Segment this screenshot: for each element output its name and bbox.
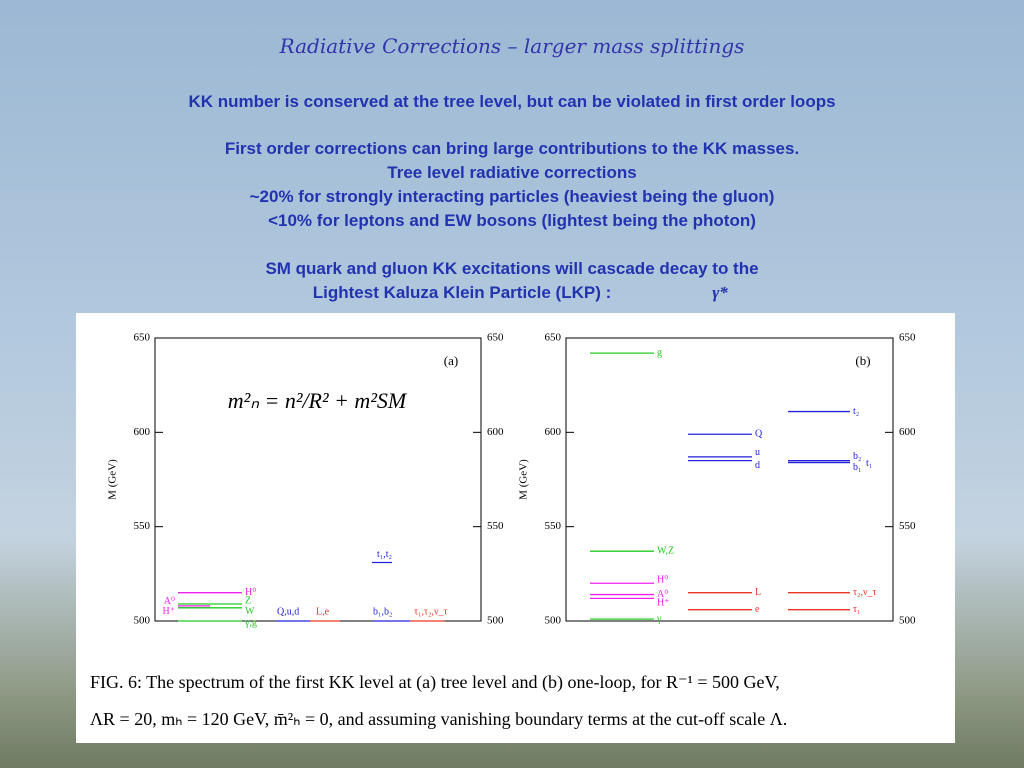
- y-tick-label: 650: [545, 332, 562, 344]
- level-label: b₂: [853, 451, 862, 462]
- level-label: e: [755, 604, 760, 615]
- figure-panel: [76, 313, 955, 743]
- level-label: Q: [755, 429, 763, 440]
- level-label: d: [755, 460, 760, 471]
- level-label: W,Z: [657, 545, 674, 556]
- text-line: ~20% for strongly interacting particles …: [249, 187, 775, 206]
- caption-line: FIG. 6: The spectrum of the first KK lev…: [90, 672, 780, 693]
- y-tick-label: 600: [899, 426, 916, 438]
- level-label: γ,g: [244, 617, 257, 628]
- level-label: b₁: [853, 462, 862, 473]
- caption-line: ΛR = 20, mₕ = 120 GeV, m̄²ₕ = 0, and ass…: [90, 709, 787, 729]
- text-line: Tree level radiative corrections: [387, 163, 637, 182]
- y-tick-label: 550: [545, 520, 562, 532]
- y-tick-label: 500: [545, 615, 562, 627]
- level-label: τ₂,ν_τ: [853, 587, 877, 598]
- level-label: H⁰: [245, 587, 256, 598]
- level-label: t₁: [866, 458, 872, 469]
- level-label: t₁,t₂: [377, 549, 392, 560]
- level-label: t₂: [853, 406, 859, 417]
- level-label: Z: [245, 595, 251, 606]
- formula: m²ₙ = n²/R² + m²SM: [228, 388, 408, 413]
- text-line: First order corrections can bring large …: [224, 139, 800, 158]
- level-label: b₁,b₂: [373, 606, 392, 617]
- level-label: Q,u,d: [277, 606, 299, 617]
- level-label: τ₁: [853, 604, 861, 615]
- y-tick-label: 500: [487, 615, 504, 627]
- text-line: <10% for leptons and EW bosons (lightest…: [268, 211, 756, 230]
- level-label: L,e: [316, 606, 330, 617]
- plot-frame: [565, 337, 894, 622]
- y-tick-label: 550: [899, 520, 916, 532]
- y-tick-label: 550: [134, 520, 151, 532]
- y-tick-label: 650: [487, 332, 504, 344]
- text-line: KK number is conserved at the tree level…: [188, 92, 836, 111]
- level-label: g: [657, 347, 662, 358]
- y-tick-label: 650: [134, 332, 151, 344]
- text-line: SM quark and gluon KK excitations will c…: [265, 259, 759, 278]
- y-tick-label: 650: [899, 332, 916, 344]
- lkp-symbol: γ*: [712, 283, 728, 302]
- y-tick-label: 500: [899, 615, 916, 627]
- y-tick-label: 600: [545, 426, 562, 438]
- level-label: τ₁,τ₂,ν_τ: [414, 606, 448, 617]
- slide-title: Radiative Corrections – larger mass spli…: [279, 34, 745, 58]
- level-label: L: [755, 587, 761, 598]
- y-tick-label: 500: [134, 615, 151, 627]
- level-label: A⁰: [164, 596, 175, 607]
- level-label: H⁰: [657, 575, 668, 586]
- level-label: H⁺: [657, 598, 670, 609]
- panel-label: (b): [855, 353, 870, 368]
- y-tick-label: 600: [487, 426, 504, 438]
- level-label: W: [245, 606, 255, 617]
- panel-label: (a): [444, 353, 458, 368]
- text-line: Lightest Kaluza Klein Particle (LKP) :: [312, 283, 612, 302]
- level-label: A⁰: [657, 589, 668, 600]
- y-axis-label: M (GeV): [518, 459, 530, 500]
- y-axis-label: M (GeV): [107, 459, 119, 500]
- y-tick-label: 550: [487, 520, 504, 532]
- level-label: γ: [656, 613, 662, 624]
- level-label: H⁺: [163, 606, 176, 617]
- level-label: u: [755, 447, 760, 458]
- y-tick-label: 600: [134, 426, 151, 438]
